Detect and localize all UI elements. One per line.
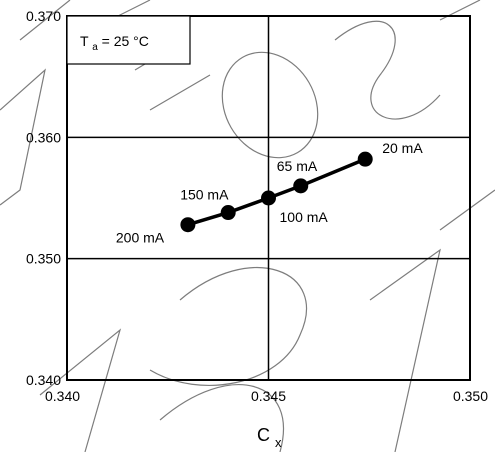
data-label: 65 mA [277,158,318,174]
data-label: 150 mA [180,187,229,203]
y-tick-label: 0.370 [26,8,61,24]
data-label: 200 mA [116,230,165,246]
data-series: 200 mA 150 mA 100 mA 65 mA 20 mA [116,140,423,246]
data-point [180,217,196,233]
y-tick-label: 0.350 [26,251,61,267]
data-label: 20 mA [382,140,423,156]
legend-box: T a = 25 °C [66,15,191,65]
legend-label-rest: = 25 °C [102,33,149,49]
x-axis-title-main: C [257,425,270,445]
x-axis-title-sub: x [275,435,282,450]
x-tick-label: 0.340 [45,388,80,404]
legend-label-main: T [80,33,89,49]
data-point [220,205,236,221]
x-axis-title: C x [257,425,282,450]
x-tick-label: 0.345 [251,388,286,404]
y-tick-label: 0.360 [26,129,61,145]
legend-label: T a = 25 °C [80,33,149,53]
data-point [261,190,276,206]
data-label: 100 mA [280,209,329,225]
data-point [293,178,309,194]
data-point [357,151,373,167]
legend-label-sub: a [92,42,98,53]
tick-labels: 0.340 0.345 0.350 0.340 0.350 0.360 0.370 [26,8,488,404]
y-tick-label: 0.340 [26,372,61,388]
x-tick-label: 0.350 [453,388,488,404]
